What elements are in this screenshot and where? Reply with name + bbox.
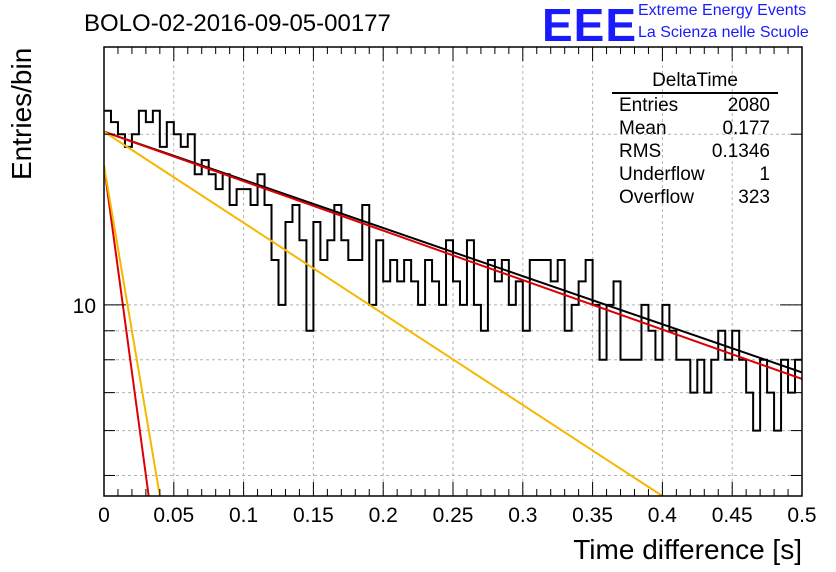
x-tick-label: 0.3 (508, 504, 537, 527)
x-tick-label: 0.5 (787, 504, 816, 527)
x-tick-label: 0.45 (712, 504, 753, 527)
stats-box: DeltaTime Entries 2080 Mean 0.177 RMS 0.… (612, 70, 778, 209)
x-tick-label: 0.35 (572, 504, 613, 527)
logo-line-2: La Scienza nelle Scuole (638, 24, 809, 41)
x-tick-label: 0.2 (369, 504, 398, 527)
histogram-line (104, 109, 802, 432)
stats-label: Overflow (619, 187, 694, 208)
stats-value: 0.1346 (711, 141, 770, 162)
fit-line-2 (104, 165, 150, 496)
stats-row-underflow: Underflow 1 (612, 163, 778, 186)
x-tick-label: 0.05 (153, 504, 194, 527)
stats-label: Mean (619, 118, 667, 139)
eee-logo-mark: EEE (542, 0, 638, 51)
stats-label: Entries (619, 95, 679, 116)
logo-line-1: Extreme Energy Events (638, 2, 807, 19)
x-tick-label: 0.1 (229, 504, 258, 527)
y-axis-label: Entries/bin (6, 47, 37, 180)
x-tick-label: 0.25 (433, 504, 474, 527)
fit-line-0 (104, 130, 802, 374)
stats-value: 1 (759, 164, 770, 185)
y-tick-label: 10 (73, 295, 96, 318)
stats-value: 0.177 (722, 118, 770, 139)
stats-label: RMS (619, 141, 662, 162)
x-tick-label: 0 (98, 504, 110, 527)
stats-title: DeltaTime (612, 70, 778, 94)
x-axis-label: Time difference [s] (573, 534, 802, 565)
stats-row-overflow: Overflow 323 (612, 186, 778, 209)
stats-row-rms: RMS 0.1346 (612, 140, 778, 163)
stats-label: Underflow (619, 164, 705, 185)
chart-title: BOLO-02-2016-09-05-00177 (84, 10, 391, 37)
x-tick-label: 0.15 (293, 504, 334, 527)
stats-value: 323 (738, 187, 770, 208)
stats-value: 2080 (727, 95, 770, 116)
fit-line-3 (104, 130, 663, 496)
x-tick-label: 0.4 (648, 504, 678, 527)
fit-line-4 (104, 165, 161, 496)
stats-row-mean: Mean 0.177 (612, 117, 778, 140)
stats-row-entries: Entries 2080 (612, 94, 778, 117)
fit-line-1 (104, 130, 802, 380)
